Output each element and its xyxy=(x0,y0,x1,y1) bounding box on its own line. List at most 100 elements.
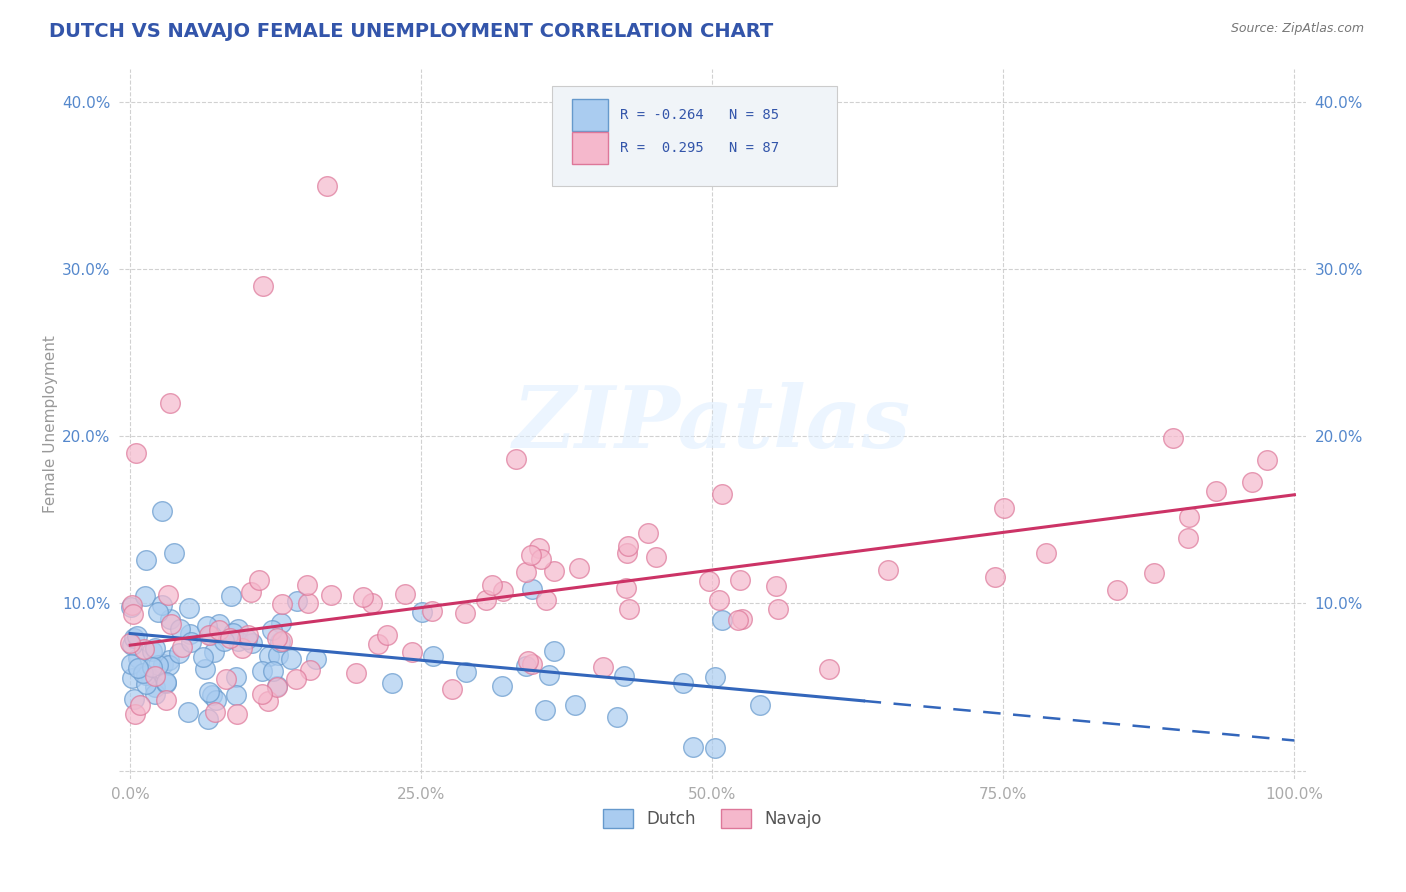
Point xyxy=(146,605,169,619)
Point xyxy=(533,702,555,716)
Point xyxy=(730,612,752,626)
Point xyxy=(637,525,659,540)
Point xyxy=(520,582,543,596)
Y-axis label: Female Unemployment: Female Unemployment xyxy=(44,334,58,513)
Point xyxy=(135,667,157,681)
Point xyxy=(592,659,614,673)
Point xyxy=(225,688,247,702)
Point xyxy=(146,658,169,673)
Point xyxy=(993,501,1015,516)
Point xyxy=(257,648,280,663)
Point xyxy=(266,631,288,645)
Point xyxy=(127,629,149,643)
Point xyxy=(124,707,146,722)
Point xyxy=(319,588,342,602)
Point xyxy=(121,672,143,686)
Point xyxy=(155,676,177,690)
Point xyxy=(134,589,156,603)
Point xyxy=(381,676,404,690)
Point xyxy=(422,648,444,663)
Point xyxy=(361,596,384,610)
Point xyxy=(367,637,389,651)
Point xyxy=(221,589,243,603)
Point xyxy=(132,666,155,681)
Point xyxy=(520,657,543,671)
Point xyxy=(122,691,145,706)
Point xyxy=(375,628,398,642)
Point xyxy=(179,601,201,615)
Text: R = -0.264   N = 85: R = -0.264 N = 85 xyxy=(620,108,779,121)
Point xyxy=(157,658,180,673)
Point xyxy=(208,623,231,637)
Point xyxy=(143,680,166,694)
Point xyxy=(129,698,152,713)
Point xyxy=(247,573,270,587)
Point xyxy=(127,651,149,665)
Point xyxy=(197,712,219,726)
Point xyxy=(250,664,273,678)
Point xyxy=(143,669,166,683)
Point xyxy=(492,584,515,599)
Point xyxy=(266,679,288,693)
Point xyxy=(527,541,550,556)
Point xyxy=(297,596,319,610)
Point xyxy=(515,566,537,580)
Point xyxy=(606,709,628,723)
Point xyxy=(299,663,322,677)
Point xyxy=(697,574,720,588)
Text: DUTCH VS NAVAJO FEMALE UNEMPLOYMENT CORRELATION CHART: DUTCH VS NAVAJO FEMALE UNEMPLOYMENT CORR… xyxy=(49,22,773,41)
Point xyxy=(749,698,772,712)
Point xyxy=(169,622,191,636)
Point xyxy=(1256,453,1278,467)
Point xyxy=(143,641,166,656)
Point xyxy=(195,619,218,633)
Point xyxy=(877,563,900,577)
Point xyxy=(193,650,215,665)
Point xyxy=(271,597,294,611)
Point xyxy=(163,546,186,560)
Bar xyxy=(572,99,607,131)
Point xyxy=(169,646,191,660)
Point xyxy=(262,664,284,678)
Point xyxy=(125,446,148,460)
Point xyxy=(121,598,143,612)
Point xyxy=(141,644,163,658)
Point xyxy=(157,653,180,667)
Point xyxy=(516,654,538,668)
Point xyxy=(818,662,841,676)
Point xyxy=(121,607,143,621)
Point xyxy=(616,546,638,560)
Point xyxy=(194,662,217,676)
Point xyxy=(520,549,543,563)
Point xyxy=(269,635,291,649)
Point xyxy=(150,504,173,518)
Point xyxy=(1143,566,1166,581)
Point xyxy=(270,615,292,630)
Point xyxy=(204,705,226,719)
Point xyxy=(344,665,367,680)
Point xyxy=(122,631,145,645)
Point xyxy=(441,681,464,696)
Point xyxy=(411,605,433,619)
Point xyxy=(179,627,201,641)
Point xyxy=(711,487,734,501)
Point xyxy=(645,550,668,565)
Point xyxy=(238,628,260,642)
Point xyxy=(710,613,733,627)
Point xyxy=(152,657,174,672)
Point xyxy=(177,706,200,720)
Point xyxy=(475,592,498,607)
Point xyxy=(219,631,242,645)
Point xyxy=(170,640,193,654)
Point xyxy=(270,633,292,648)
Point xyxy=(765,579,787,593)
Point xyxy=(235,632,257,647)
Point xyxy=(121,657,143,671)
Point xyxy=(529,551,551,566)
Point xyxy=(200,628,222,642)
Point xyxy=(127,661,149,675)
Text: Source: ZipAtlas.com: Source: ZipAtlas.com xyxy=(1230,22,1364,36)
Point xyxy=(226,622,249,636)
FancyBboxPatch shape xyxy=(553,87,837,186)
Point xyxy=(394,587,416,601)
